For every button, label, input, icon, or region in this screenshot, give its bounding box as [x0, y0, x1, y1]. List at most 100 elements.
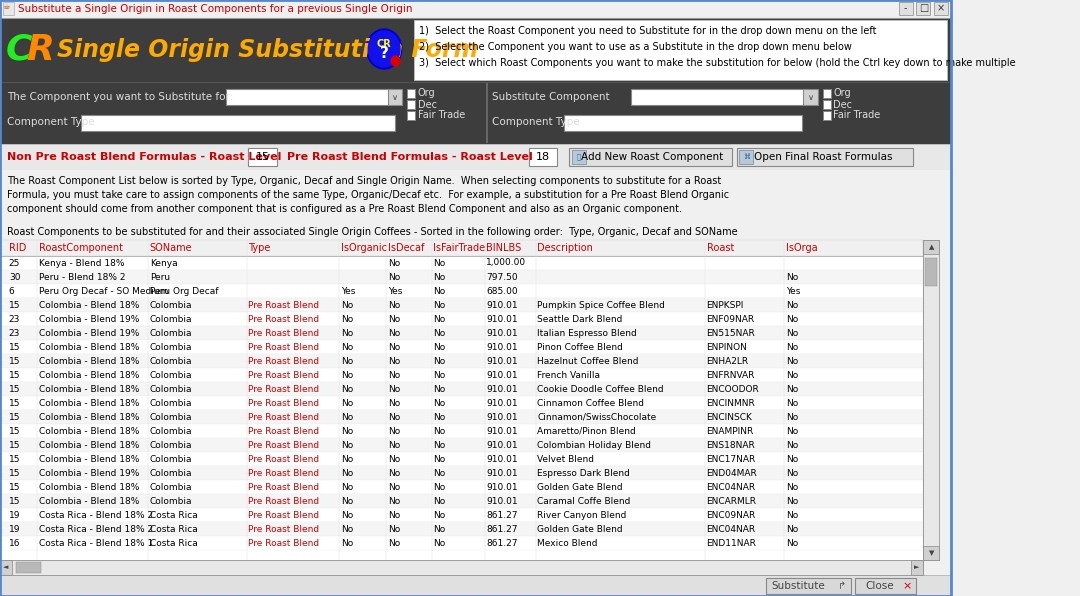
Text: No: No [433, 371, 446, 380]
Text: 15: 15 [9, 384, 21, 393]
Bar [0, 270, 923, 284]
Bar [248, 148, 276, 166]
Text: No: No [433, 412, 446, 421]
Text: ENC04NAR: ENC04NAR [706, 483, 756, 492]
Text: Colombia: Colombia [150, 300, 192, 309]
Text: No: No [433, 259, 446, 268]
Text: Pinon Coffee Blend: Pinon Coffee Blend [538, 343, 623, 352]
Text: No: No [786, 539, 798, 548]
Bar [0, 396, 923, 410]
Text: No: No [786, 399, 798, 408]
Text: 15: 15 [9, 440, 21, 449]
Text: Formula, you must take care to assign components of the same Type, Organic/Decaf: Formula, you must take care to assign co… [8, 190, 729, 200]
Text: Colombia: Colombia [150, 384, 192, 393]
Text: 23: 23 [9, 328, 21, 337]
Text: No: No [786, 272, 798, 281]
Text: Substitute: Substitute [771, 581, 825, 591]
Text: 15: 15 [9, 468, 21, 477]
Text: 910.01: 910.01 [486, 384, 518, 393]
Text: IsDecaf: IsDecaf [388, 243, 424, 253]
Text: No: No [388, 315, 400, 324]
Text: 861.27: 861.27 [486, 539, 517, 548]
Text: No: No [388, 539, 400, 548]
Bar [0, 82, 951, 83]
Text: No: No [786, 455, 798, 464]
Text: 910.01: 910.01 [486, 496, 518, 505]
Text: Colombia: Colombia [150, 343, 192, 352]
Bar [923, 546, 940, 560]
Text: No: No [341, 455, 353, 464]
Text: No: No [786, 315, 798, 324]
Text: Colombia: Colombia [150, 412, 192, 421]
Text: Costa Rica: Costa Rica [150, 539, 198, 548]
Text: ☕: ☕ [2, 2, 10, 11]
Text: 797.50: 797.50 [486, 272, 518, 281]
Text: Cookie Doodle Coffee Blend: Cookie Doodle Coffee Blend [538, 384, 664, 393]
Text: 910.01: 910.01 [486, 483, 518, 492]
Text: Pre Roast Blend: Pre Roast Blend [248, 371, 320, 380]
Bar [571, 150, 585, 164]
Bar [0, 560, 12, 575]
Bar [0, 225, 951, 240]
Text: Yes: Yes [388, 287, 402, 296]
Text: No: No [433, 440, 446, 449]
Text: Golden Gate Blend: Golden Gate Blend [538, 483, 623, 492]
Text: ENCINMNR: ENCINMNR [706, 399, 755, 408]
Text: No: No [388, 384, 400, 393]
Bar [16, 562, 41, 573]
Text: ∨: ∨ [808, 92, 813, 101]
Text: No: No [341, 315, 353, 324]
Text: No: No [433, 328, 446, 337]
Bar [569, 148, 732, 166]
Bar [0, 284, 923, 298]
Text: Pre Roast Blend: Pre Roast Blend [248, 399, 320, 408]
Text: No: No [341, 524, 353, 533]
Text: Pre Roast Blend: Pre Roast Blend [248, 356, 320, 365]
Text: No: No [786, 511, 798, 520]
Bar [823, 111, 831, 120]
Text: Peru Org Decaf: Peru Org Decaf [150, 287, 218, 296]
Text: Colombia - Blend 18%: Colombia - Blend 18% [39, 427, 139, 436]
Text: ENC17NAR: ENC17NAR [706, 455, 756, 464]
Bar [767, 578, 851, 594]
Bar [854, 578, 916, 594]
Text: 1,000.00: 1,000.00 [486, 259, 526, 268]
Text: No: No [388, 328, 400, 337]
Text: Colombia - Blend 18%: Colombia - Blend 18% [39, 483, 139, 492]
Text: French Vanilla: French Vanilla [538, 371, 600, 380]
Bar [631, 89, 807, 105]
Text: Pre Roast Blend: Pre Roast Blend [248, 483, 320, 492]
Text: 30: 30 [9, 272, 21, 281]
Text: ◄: ◄ [3, 564, 9, 570]
Text: No: No [341, 412, 353, 421]
Bar [0, 466, 923, 480]
Text: No: No [433, 524, 446, 533]
Text: No: No [433, 272, 446, 281]
Text: Org: Org [418, 88, 435, 98]
Text: Seattle Dark Blend: Seattle Dark Blend [538, 315, 623, 324]
Text: 2)  Select the Component you want to use as a Substitute in the drop down menu b: 2) Select the Component you want to use … [419, 42, 852, 52]
Text: Pre Roast Blend: Pre Roast Blend [248, 539, 320, 548]
Text: Pre Roast Blend: Pre Roast Blend [248, 343, 320, 352]
Text: No: No [786, 356, 798, 365]
Bar [0, 382, 923, 396]
Text: ×: × [936, 4, 945, 14]
Text: 16: 16 [9, 539, 21, 548]
Text: Colombia - Blend 18%: Colombia - Blend 18% [39, 440, 139, 449]
Bar [0, 326, 923, 340]
Bar [0, 480, 923, 494]
Bar [0, 256, 923, 270]
Text: END04MAR: END04MAR [706, 468, 757, 477]
Text: No: No [786, 468, 798, 477]
Bar [388, 89, 402, 105]
Text: Open Final Roast Formulas: Open Final Roast Formulas [755, 152, 893, 162]
Text: 910.01: 910.01 [486, 328, 518, 337]
Text: Substitute Component: Substitute Component [491, 92, 609, 102]
Text: 18: 18 [536, 152, 550, 162]
Text: No: No [341, 440, 353, 449]
Bar [0, 144, 951, 170]
Text: Colombia: Colombia [150, 455, 192, 464]
Text: Pre Roast Blend: Pre Roast Blend [248, 496, 320, 505]
Text: R: R [26, 33, 54, 67]
Text: 3)  Select which Roast Components you want to make the substitution for below (h: 3) Select which Roast Components you wan… [419, 58, 1016, 68]
